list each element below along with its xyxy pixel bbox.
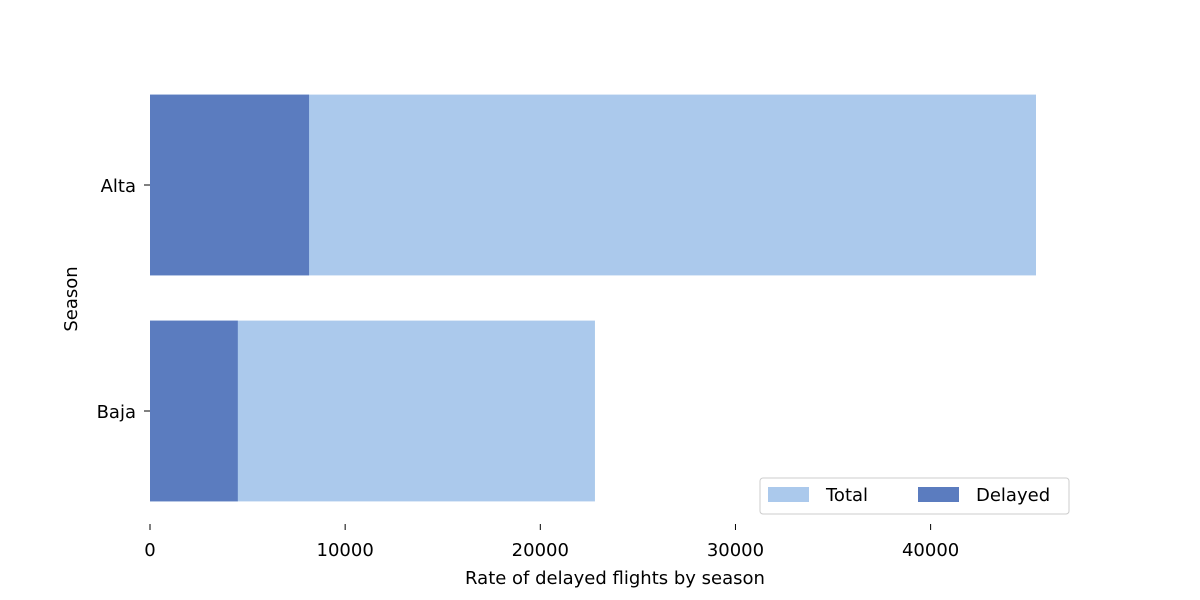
x-tick-label-10000: 10000	[317, 540, 374, 561]
y-axis: Alta Baja	[97, 176, 150, 423]
y-tick-label-alta: Alta	[101, 176, 136, 197]
y-axis-label: Season	[61, 266, 82, 331]
legend-label-delayed: Delayed	[976, 485, 1050, 506]
bars-delayed-series	[150, 94, 310, 502]
x-axis-label: Rate of delayed flights by season	[465, 568, 765, 589]
bar-delayed-baja	[150, 320, 238, 502]
legend-label-total: Total	[825, 485, 868, 506]
x-axis: 0 10000 20000 30000 40000	[144, 524, 959, 561]
legend-swatch-total	[768, 487, 809, 502]
legend-swatch-delayed	[918, 487, 959, 502]
x-tick-label-20000: 20000	[512, 540, 569, 561]
bar-delayed-alta	[150, 94, 310, 276]
x-tick-label-30000: 30000	[707, 540, 764, 561]
legend-frame	[759, 477, 1070, 515]
x-tick-label-40000: 40000	[902, 540, 959, 561]
legend: Total Delayed	[759, 477, 1070, 515]
y-tick-label-baja: Baja	[97, 402, 136, 423]
x-tick-label-0: 0	[144, 540, 155, 561]
